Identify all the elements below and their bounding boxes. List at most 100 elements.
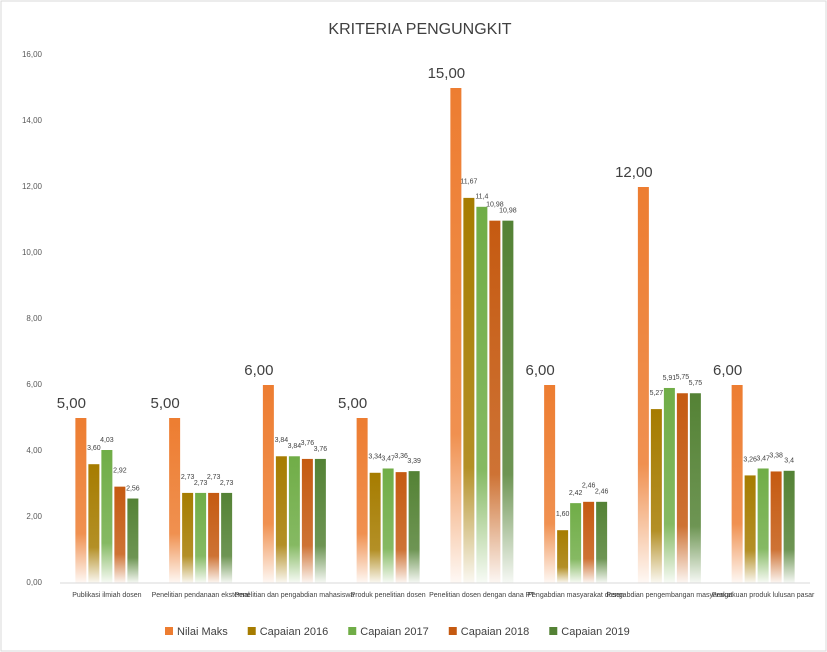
bar xyxy=(114,486,126,583)
x-tick-label: Pengabdian pengembangan masyarakat xyxy=(606,592,732,599)
legend-swatch xyxy=(165,627,173,635)
bar xyxy=(208,492,220,583)
bar xyxy=(301,458,313,583)
y-tick-label: 12,00 xyxy=(22,182,43,191)
x-tick-label: Penelitian dan pengabdian mahasiswa xyxy=(234,592,354,599)
value-label: 3,84 xyxy=(275,437,289,444)
bar xyxy=(275,456,287,583)
bar xyxy=(127,498,139,583)
legend-swatch xyxy=(549,627,558,635)
value-label: 2,42 xyxy=(569,490,583,497)
bar xyxy=(88,464,100,583)
value-label: 10,98 xyxy=(486,202,504,209)
bar xyxy=(757,468,769,583)
x-tick-label: Penelitian dosen dengan dana PT xyxy=(429,592,535,599)
value-label: 3,47 xyxy=(381,455,395,462)
value-label: 3,36 xyxy=(394,453,408,460)
bar xyxy=(408,471,420,583)
value-label: 2,46 xyxy=(582,483,596,490)
bar xyxy=(570,503,582,583)
bar xyxy=(356,418,368,583)
value-label: 3,47 xyxy=(756,455,770,462)
bar xyxy=(314,458,326,583)
value-label: 3,26 xyxy=(743,456,757,463)
y-tick-label: 4,00 xyxy=(26,446,42,455)
value-label: 2,73 xyxy=(194,480,208,487)
bar xyxy=(221,492,233,583)
y-tick-label: 10,00 xyxy=(22,248,43,257)
value-label: 2,56 xyxy=(126,485,140,492)
bar xyxy=(369,472,381,583)
value-label: 5,27 xyxy=(650,390,664,397)
bar xyxy=(744,475,756,583)
value-label: 2,92 xyxy=(113,467,127,474)
y-tick-label: 6,00 xyxy=(26,380,42,389)
value-label: 2,73 xyxy=(181,474,195,481)
chart-title: KRITERIA PENGUNGKIT xyxy=(328,21,511,38)
value-label: 2,73 xyxy=(220,480,234,487)
value-label: 1,60 xyxy=(556,511,570,518)
value-label: 11,4 xyxy=(475,194,488,201)
value-label: 4,03 xyxy=(100,437,114,444)
value-label: 3,84 xyxy=(288,443,302,450)
x-tick-label: Penelitian pendanaan eksternal xyxy=(152,592,251,599)
bar xyxy=(557,530,569,583)
bar xyxy=(182,492,194,583)
bar xyxy=(689,393,701,583)
bar xyxy=(489,220,501,583)
legend-swatch xyxy=(348,627,357,635)
value-label: 11,67 xyxy=(460,179,477,186)
value-label: 2,73 xyxy=(207,474,221,481)
value-label: 5,75 xyxy=(689,380,703,387)
value-label: 5,00 xyxy=(151,395,180,412)
legend-label: Capaian 2019 xyxy=(561,626,630,638)
bar xyxy=(169,418,181,583)
legend-label: Capaian 2018 xyxy=(461,626,530,638)
bar xyxy=(75,418,87,583)
y-tick-label: 0,00 xyxy=(26,578,42,587)
bar xyxy=(770,471,782,583)
bar xyxy=(450,88,462,583)
legend-swatch xyxy=(448,627,457,635)
value-label: 6,00 xyxy=(713,362,742,379)
value-label: 3,76 xyxy=(301,440,315,447)
legend-label: Capaian 2016 xyxy=(260,626,329,638)
x-tick-label: Pengakuan produk lulusan pasar xyxy=(712,592,815,599)
value-label: 3,60 xyxy=(87,445,101,452)
legend-swatch xyxy=(247,627,256,635)
value-label: 12,00 xyxy=(615,164,653,181)
y-tick-label: 16,00 xyxy=(22,50,43,59)
bar xyxy=(382,468,394,583)
bar xyxy=(288,456,300,583)
value-label: 3,39 xyxy=(407,458,421,465)
bar xyxy=(676,393,688,583)
y-tick-label: 8,00 xyxy=(26,314,42,323)
bar xyxy=(637,187,649,583)
x-tick-label: Publikasi ilmiah dosen xyxy=(72,592,141,599)
x-tick-label: Produk penelitian dosen xyxy=(351,592,426,599)
value-label: 6,00 xyxy=(526,362,555,379)
legend-label: Capaian 2017 xyxy=(360,626,429,638)
bar xyxy=(395,472,407,583)
bar xyxy=(101,450,113,583)
bar xyxy=(476,206,488,584)
value-label: 5,91 xyxy=(663,375,677,382)
value-label: 5,75 xyxy=(676,374,690,381)
bar xyxy=(650,409,662,583)
bar xyxy=(262,385,274,583)
value-label: 15,00 xyxy=(428,65,466,82)
value-label: 5,00 xyxy=(57,395,86,412)
value-label: 2,46 xyxy=(595,489,609,496)
bar xyxy=(783,470,795,583)
value-label: 6,00 xyxy=(244,362,273,379)
bar xyxy=(596,501,608,583)
y-tick-label: 14,00 xyxy=(22,116,43,125)
legend-label: Nilai Maks xyxy=(177,626,228,638)
value-label: 3,4 xyxy=(784,458,794,465)
bar xyxy=(583,501,595,583)
bar xyxy=(663,387,675,583)
value-label: 3,76 xyxy=(314,446,328,453)
value-label: 3,34 xyxy=(368,454,382,461)
bar xyxy=(544,385,556,583)
